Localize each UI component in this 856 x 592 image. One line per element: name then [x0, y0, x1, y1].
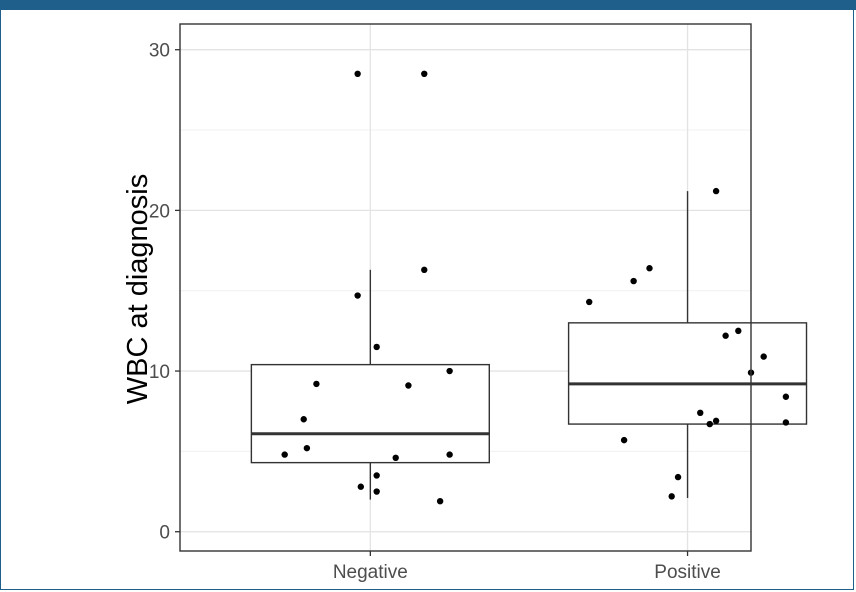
box-iqr	[567, 322, 808, 425]
data-point	[373, 472, 380, 479]
data-point	[281, 451, 288, 458]
y-tick-label: 30	[149, 41, 170, 62]
data-point	[392, 454, 399, 462]
data-point	[421, 70, 428, 78]
data-point	[712, 417, 720, 425]
y-tick-label: 0	[159, 523, 170, 544]
plot-panel-border	[179, 23, 752, 552]
data-point	[373, 488, 380, 495]
x-tick-label: Positive	[654, 562, 721, 583]
data-point	[712, 187, 720, 195]
data-point	[300, 416, 307, 423]
box-positive	[567, 191, 808, 498]
data-point	[722, 332, 729, 339]
data-point	[697, 409, 704, 417]
data-point	[446, 451, 453, 458]
box-iqr	[250, 363, 490, 464]
box-group	[250, 191, 808, 500]
data-point	[706, 420, 713, 428]
data-point	[782, 419, 790, 426]
x-tick-label: Negative	[333, 562, 408, 583]
data-point	[405, 382, 412, 389]
data-point	[586, 298, 593, 306]
y-tick-label: 10	[149, 362, 170, 383]
data-point	[436, 497, 444, 505]
data-point	[620, 436, 628, 444]
box-negative	[250, 269, 490, 500]
data-point	[313, 380, 320, 388]
data-point	[782, 393, 790, 400]
data-point	[303, 444, 311, 452]
data-point	[646, 265, 653, 272]
y-axis-ticks: 0 10 20 30	[149, 41, 180, 544]
y-axis-title: WBC at diagnosis	[122, 174, 154, 405]
data-point	[735, 327, 742, 335]
data-point	[674, 473, 682, 481]
plot-panel-background	[180, 24, 751, 551]
data-point	[630, 277, 637, 285]
data-point	[668, 493, 675, 500]
figure-header-bar	[0, 0, 856, 10]
data-point	[446, 367, 453, 375]
data-point	[354, 70, 361, 78]
y-tick-label: 20	[149, 201, 170, 222]
data-point	[354, 292, 361, 299]
data-point	[373, 343, 380, 351]
points-group	[281, 70, 790, 505]
data-point	[760, 353, 767, 360]
data-point	[357, 483, 365, 490]
x-axis-ticks: Negative Positive	[333, 551, 721, 583]
data-point	[421, 266, 428, 274]
